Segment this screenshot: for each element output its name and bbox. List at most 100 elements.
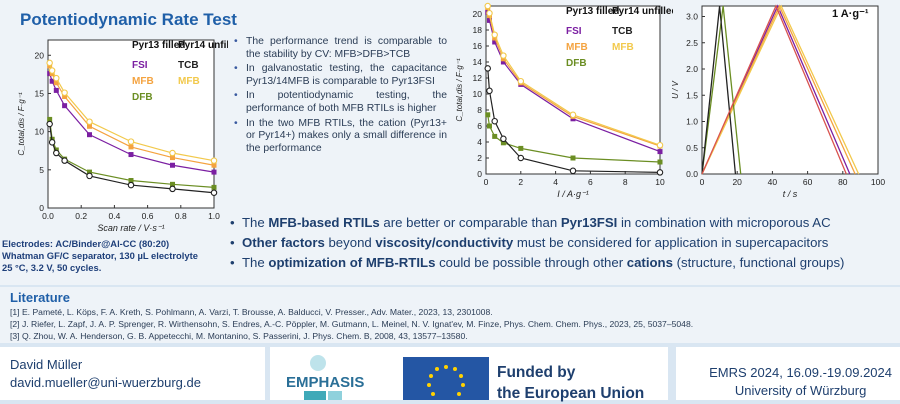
legend-mfb: MFB [612, 42, 634, 53]
exp-line: Electrodes: AC/Binder@Al-CC (80:20) [2, 238, 170, 249]
emphasis-logo: EMPHASIS [286, 355, 364, 400]
funding-box: EMPHASIS Funded by the European Union [270, 347, 668, 402]
data-point-Pyr14TCB [86, 172, 93, 180]
data-point-Pyr13DFB [486, 123, 492, 129]
data-point-Pyr14MFB [46, 59, 53, 67]
y-tick-label: 0.0 [686, 169, 698, 179]
data-point-Pyr14TCB [486, 87, 493, 95]
author-info: David Müller david.mueller@uni-wuerzburg… [10, 356, 201, 392]
data-point-Pyr13DFB [492, 133, 498, 139]
conclusions-list: The MFB-based RTILs are better or compar… [228, 213, 898, 273]
data-point-Pyr14MFB [491, 31, 498, 39]
data-point-Pyr13MFB [87, 123, 92, 129]
exp-line: Whatman GF/C separator, 130 µL electroly… [2, 250, 198, 261]
data-point-Pyr14MFB [517, 77, 525, 85]
reference-item: [2] J. Riefer, L. Zapf, J. A. P. Sprenge… [10, 319, 694, 329]
legend-dfb: DFB [132, 92, 153, 103]
y-tick-label: 0 [39, 203, 44, 213]
x-tick-label: 6 [588, 177, 593, 187]
finding-item: The performance trend is comparable to t… [232, 36, 447, 61]
data-point-Pyr14MFB [500, 52, 507, 59]
author-email[interactable]: david.mueller@uni-wuerzburg.de [10, 375, 201, 390]
y-axis-label: C_total,dis / F·g⁻¹ [455, 58, 464, 122]
data-point-Pyr13FSI [128, 152, 134, 158]
legend-dfb: DFB [566, 58, 587, 69]
data-point-Pyr13DFB [170, 181, 175, 187]
x-tick-label: 60 [803, 177, 813, 187]
y-tick-label: 2 [477, 153, 482, 163]
data-point-Pyr13FSI [211, 169, 217, 175]
data-point-Pyr13FSI [657, 149, 663, 155]
findings-list: The performance trend is comparable to t… [232, 36, 447, 157]
reference-item: [3] Q. Zhou, W. A. Henderson, G. B. Appe… [10, 331, 468, 341]
data-point-Pyr13FSI [486, 17, 492, 23]
legend-header: Pyr14 unfilled [612, 6, 673, 17]
reference-item: [1] E. Pameté, L. Köps, F. A. Kreth, S. … [10, 307, 493, 317]
data-point-Pyr14MFB [484, 2, 491, 10]
exp-line: 25 °C, 3.2 V, 50 cycles. [2, 262, 102, 273]
x-tick-label: 0.0 [42, 211, 54, 221]
x-tick-label: 0.2 [75, 211, 87, 221]
legend-mfb: MFB [566, 42, 588, 53]
chart-galvanostatic: 0 2 4 6 8 10 0 2 4 6 8 10 12 14 16 18 20 I / A·g⁻¹ C_total… [455, 2, 673, 199]
data-point-Pyr13DFB [87, 169, 92, 175]
author-box: David Müller david.mueller@uni-wuerzburg… [0, 347, 265, 400]
conference-box: EMRS 2024, 16.09.-19.09.2024 University … [676, 347, 900, 400]
footer: David Müller david.mueller@uni-wuerzburg… [0, 347, 900, 402]
y-tick-label: 6 [477, 121, 482, 131]
x-tick-label: 40 [768, 177, 778, 187]
data-point-Pyr13FSI [170, 162, 175, 168]
conclusion-item: The MFB-based RTILs are better or compar… [228, 213, 898, 233]
data-point-Pyr14MFB [210, 157, 218, 164]
data-point-Pyr14MFB [486, 9, 493, 17]
y-tick-label: 12 [473, 73, 483, 83]
conclusion-item: The optimization of MFB-RTILs could be p… [228, 253, 898, 273]
x-tick-label: 1.0 [208, 211, 220, 221]
y-tick-label: 10 [473, 89, 483, 99]
y-tick-label: 10 [35, 127, 45, 137]
data-point-Pyr13MFB [62, 94, 68, 100]
data-point-Pyr13MFB [53, 80, 59, 86]
data-point-Pyr14MFB [48, 67, 56, 74]
data-point-Pyr14TCB [484, 65, 491, 72]
funded-line: the European Union [497, 385, 645, 402]
y-axis-label: U / V [672, 80, 680, 98]
x-tick-label: 20 [732, 177, 742, 187]
x-tick-label: 8 [623, 177, 628, 187]
x-tick-label: 0 [484, 177, 489, 187]
data-point-Pyr13DFB [128, 178, 134, 184]
y-tick-label: 4 [477, 137, 482, 147]
y-tick-label: 15 [35, 88, 45, 98]
y-tick-label: 20 [35, 50, 45, 60]
x-tick-label: 0.6 [142, 211, 154, 221]
y-tick-label: 2.5 [686, 38, 698, 48]
eu-stars-icon [427, 365, 465, 396]
y-tick-label: 0.5 [686, 143, 698, 153]
section-title: Potentiodynamic Rate Test [20, 10, 237, 29]
y-axis-label: C_total,dis / F·g⁻¹ [17, 92, 26, 156]
data-point-Pyr13FSI [87, 132, 92, 138]
experimental-details: Electrodes: AC/Binder@Al-CC (80:20) What… [2, 238, 232, 274]
x-axis-label: Scan rate / V·s⁻¹ [97, 223, 164, 233]
current-density-annotation: 1 A·g⁻¹ [832, 8, 869, 20]
chart-potentiodynamic: 0.0 0.2 0.4 0.6 0.8 1.0 0 5 10 15 20 Scan rate / V·… [17, 39, 228, 233]
data-point-Pyr14MFB [169, 149, 176, 157]
x-axis-label: I / A·g⁻¹ [557, 189, 588, 199]
y-tick-label: 8 [477, 105, 482, 115]
data-point-Pyr14TCB [169, 185, 176, 193]
data-point-Pyr14TCB [517, 154, 525, 162]
data-point-Pyr13DFB [657, 159, 663, 165]
x-tick-label: 0 [700, 177, 705, 187]
data-point-Pyr14MFB [656, 141, 664, 149]
data-point-Pyr14TCB [210, 189, 218, 196]
legend-tcb: TCB [612, 26, 633, 37]
data-point-Pyr13FSI [62, 103, 68, 109]
data-point-Pyr14TCB [46, 120, 53, 128]
data-point-Pyr13FSI [49, 78, 55, 84]
series-line-Pyr13DFB [701, 5, 742, 175]
conference-name: EMRS 2024, 16.09.-19.09.2024 [709, 365, 892, 380]
chart-charge-discharge: 0 20 40 60 80 100 0.0 0.5 1.0 1.5 2.0 2.5 3.0 t / s U … [672, 4, 885, 199]
literature-title: Literature [10, 290, 70, 305]
data-point-Pyr14TCB [569, 167, 577, 175]
data-point-Pyr14MFB [61, 89, 68, 96]
